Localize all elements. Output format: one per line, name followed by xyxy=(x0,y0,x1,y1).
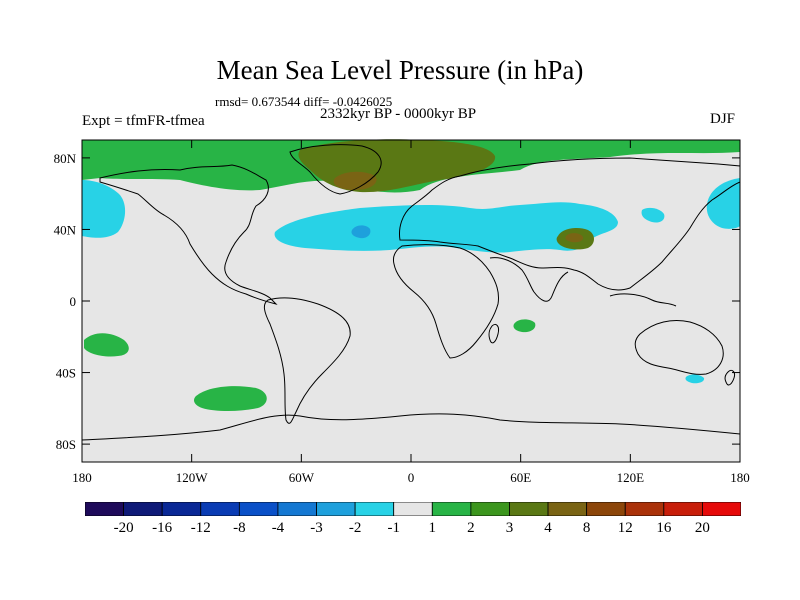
colorbar-swatch xyxy=(123,502,163,516)
map-background xyxy=(82,140,740,462)
colorbar-label: 1 xyxy=(428,520,437,536)
indian-ocean-positive xyxy=(513,319,536,333)
colorbar-label: -20 xyxy=(113,520,134,536)
lon-tick-label: 120W xyxy=(176,470,209,485)
anomaly-regions xyxy=(82,139,740,411)
pacific-negative-west xyxy=(82,180,126,238)
lat-tick-label: 80S xyxy=(56,437,76,452)
atlantic-low-core xyxy=(351,225,371,239)
colorbar-swatch xyxy=(702,502,741,516)
lon-tick-label: 0 xyxy=(408,470,415,485)
colorbar-label: 16 xyxy=(656,520,672,536)
greenland-peak-region xyxy=(333,171,377,190)
colorbar-label: 12 xyxy=(617,520,633,536)
colorbar-swatch xyxy=(161,502,202,516)
colorbar-label: 2 xyxy=(467,520,475,536)
colorbar-label: -16 xyxy=(152,520,173,536)
midlatitude-negative-band xyxy=(274,202,618,253)
colorbar-label: -12 xyxy=(190,520,211,536)
lon-tick-label: 60W xyxy=(289,470,315,485)
new-zealand-coastline xyxy=(724,369,735,386)
lon-tick-label: 180 xyxy=(730,470,750,485)
longitude-axis: 180 120W 60W 0 60E 120E 180 xyxy=(72,140,750,485)
australia-coastline xyxy=(634,320,724,375)
lon-tick-label: 120E xyxy=(617,470,645,485)
colorbar-label: 4 xyxy=(544,520,552,536)
colorbar-swatch xyxy=(393,502,433,516)
colorbar-label: -3 xyxy=(310,520,323,536)
colorbar-label: 20 xyxy=(694,520,710,536)
maritime-continent-coastline xyxy=(609,293,677,307)
lat-tick-label: 0 xyxy=(70,294,77,309)
colorbar-swatch xyxy=(431,502,472,516)
north-america-coastline xyxy=(99,164,278,305)
colorbar-swatch xyxy=(586,502,626,516)
colorbar-swatch xyxy=(547,502,588,516)
south-america-coastline xyxy=(263,297,351,424)
colorbar-swatch xyxy=(277,502,317,516)
colorbar-swatch xyxy=(470,502,510,516)
colorbar-swatch xyxy=(509,502,549,516)
lon-tick-label: 180 xyxy=(72,470,92,485)
greenland-coastline xyxy=(289,144,382,195)
south-pacific-positive-west xyxy=(84,333,129,357)
colorbar-swatch xyxy=(663,502,703,516)
eurasia-coastline xyxy=(399,157,741,291)
colorbar-swatch xyxy=(238,502,279,516)
colorbar-swatch xyxy=(316,502,356,516)
colorbar-label: -4 xyxy=(271,520,285,536)
coastlines xyxy=(81,144,741,441)
antarctica-coastline xyxy=(81,413,741,441)
madagascar-coastline xyxy=(488,323,499,344)
colorbar-swatch xyxy=(624,502,665,516)
lat-tick-label: 40N xyxy=(54,222,77,237)
pacific-negative-east xyxy=(706,178,740,229)
south-asia-coastline xyxy=(489,257,569,302)
map-title: Mean Sea Level Pressure (in hPa) xyxy=(216,55,584,85)
colorbar-label: -2 xyxy=(348,520,362,536)
colorbar xyxy=(85,502,741,516)
stats-text: rmsd= 0.673544 diff= -0.0426025 xyxy=(215,94,393,109)
lat-tick-label: 40S xyxy=(56,366,76,381)
colorbar-label: -8 xyxy=(233,520,246,536)
colorbar-swatch xyxy=(354,502,395,516)
latitude-axis: 80N 40N 0 40S 80S xyxy=(54,151,740,452)
colorbar-label: 8 xyxy=(582,520,591,536)
tibet-peak-region xyxy=(565,233,584,243)
africa-coastline xyxy=(393,244,499,359)
period-text: 2332kyr BP - 0000kyr BP xyxy=(320,106,477,122)
lat-tick-label: 80N xyxy=(54,151,77,166)
lon-tick-label: 60E xyxy=(510,470,531,485)
colorbar-swatch xyxy=(200,502,240,516)
experiment-label: Expt = tfmFR-tfmea xyxy=(82,113,205,129)
map-plot-area xyxy=(81,139,741,463)
season-label: DJF xyxy=(710,111,736,127)
colorbar-label: -1 xyxy=(387,520,400,536)
southern-ocean-negative xyxy=(685,374,705,384)
japan-negative-region xyxy=(641,207,665,223)
south-pacific-positive-central xyxy=(194,386,267,411)
colorbar-swatch xyxy=(85,502,124,516)
colorbar-label: 3 xyxy=(505,520,514,536)
